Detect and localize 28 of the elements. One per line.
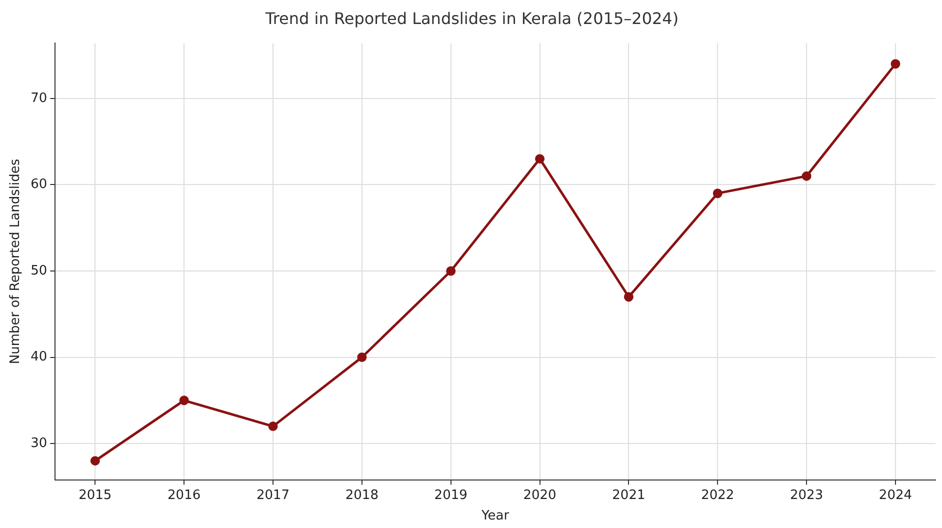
y-axis-title: Number of Reported Landslides <box>8 158 24 364</box>
chart-title: Trend in Reported Landslides in Kerala (2015–2024) <box>264 8 679 28</box>
x-tick-label: 2021 <box>612 488 646 503</box>
y-tick-label: 30 <box>30 436 48 451</box>
y-tick-label: 50 <box>30 263 48 278</box>
x-tick-label: 2016 <box>168 488 201 503</box>
x-tick-label: 2017 <box>256 488 290 503</box>
y-tick-label: 60 <box>30 177 48 192</box>
point <box>624 292 634 302</box>
x-tick-label: 2018 <box>345 488 378 503</box>
x-tick-label: 2023 <box>790 488 824 503</box>
x-axis-title: Year <box>480 508 510 524</box>
point <box>268 422 278 432</box>
x-tick-label: 2022 <box>701 488 734 503</box>
point <box>179 396 189 406</box>
y-tick-label: 40 <box>30 350 48 365</box>
x-tick-label: 2020 <box>523 488 556 503</box>
point <box>712 188 722 198</box>
point <box>802 171 812 181</box>
point <box>357 352 367 362</box>
x-tick-label: 2015 <box>78 488 112 503</box>
point <box>890 59 900 69</box>
y-tick-label: 70 <box>30 90 48 106</box>
x-tick-label: 2024 <box>878 488 912 503</box>
point <box>90 456 100 466</box>
point <box>446 266 456 276</box>
point <box>535 154 545 164</box>
x-tick-label: 2019 <box>434 488 468 503</box>
